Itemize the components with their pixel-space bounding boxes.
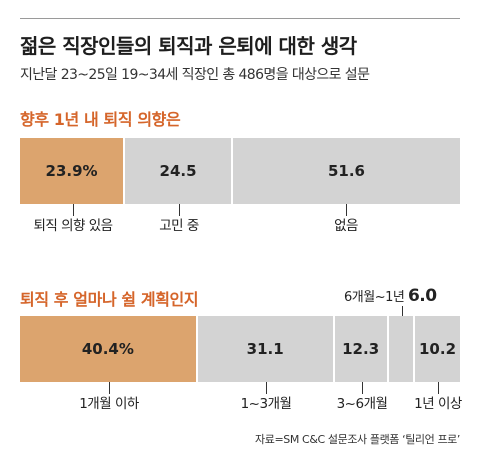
headline: 젊은 직장인들의 퇴직과 은퇴에 대한 생각 <box>20 34 357 58</box>
chart1-value-label: 24.5 <box>159 162 197 180</box>
chart2-tick <box>362 382 363 394</box>
chart2-segment: 40.4% <box>20 316 198 382</box>
chart1-stacked-bar: 23.9% 24.5 51.6 <box>20 138 460 204</box>
chart2-value-label: 10.2 <box>419 340 457 358</box>
chart2-tick <box>109 382 110 394</box>
chart2-callout-label: 6개월~1년 <box>344 290 405 305</box>
chart2-segment <box>388 316 416 382</box>
chart1-category-label: 없음 <box>334 218 358 234</box>
chart2-category-label: 1년 이상 <box>414 396 462 412</box>
chart2-value-label: 31.1 <box>246 340 284 358</box>
chart1-value-label: 51.6 <box>327 162 365 180</box>
subtitle: 지난달 23~25일 19~34세 직장인 총 486명을 대상으로 설문 <box>20 67 370 83</box>
chart2-tick <box>438 382 439 394</box>
chart1-segment: 23.9% <box>20 138 126 204</box>
chart1-tick <box>179 204 180 216</box>
chart1-segment: 24.5 <box>125 138 233 204</box>
chart1-category-label: 고민 중 <box>159 218 199 234</box>
top-rule <box>20 18 460 19</box>
chart2-value-label: 40.4% <box>81 340 134 358</box>
chart1-category-label: 퇴직 의향 있음 <box>33 218 113 234</box>
chart2-tick <box>266 382 267 394</box>
chart2-stacked-bar: 40.4% 31.1 12.3 10.2 <box>20 316 460 382</box>
chart2-segment: 12.3 <box>334 316 389 382</box>
chart1-title: 향후 1년 내 퇴직 의향은 <box>20 110 181 129</box>
chart2-category-label: 1~3개월 <box>240 396 292 412</box>
chart2-title: 퇴직 후 얼마나 쉴 계획인지 <box>20 290 199 309</box>
chart1-tick <box>346 204 347 216</box>
chart1-tick <box>73 204 74 216</box>
source-note: 자료=SM C&C 설문조사 플랫폼 ‘틸리언 프로’ <box>255 433 460 446</box>
chart2-callout-tick <box>402 306 403 316</box>
chart2-value-label: 12.3 <box>342 340 380 358</box>
chart1-value-label: 23.9% <box>45 162 98 180</box>
chart2-category-label: 1개월 이하 <box>79 396 139 412</box>
chart2-callout: 6개월~1년 6.0 <box>344 286 437 306</box>
chart2-segment: 31.1 <box>197 316 335 382</box>
chart2-callout-value: 6.0 <box>407 286 437 306</box>
chart2-category-label: 3~6개월 <box>336 396 388 412</box>
chart2-segment: 10.2 <box>415 316 460 382</box>
chart1-segment: 51.6 <box>232 138 460 204</box>
